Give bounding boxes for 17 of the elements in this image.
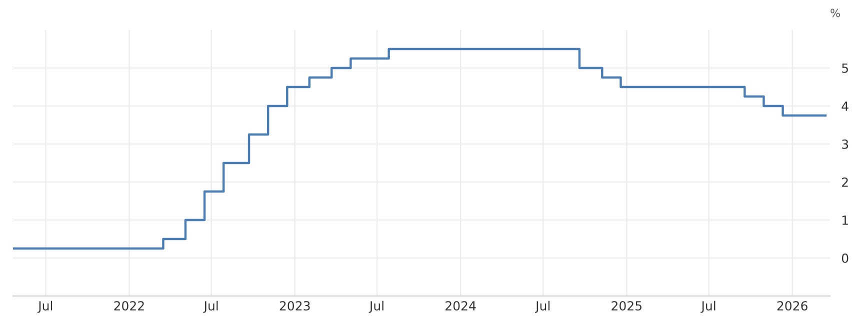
x-tick-label: 2024: [446, 301, 476, 311]
x-tick-label: Jul: [700, 300, 716, 313]
y-tick-label: 2: [842, 177, 848, 187]
x-tick-label: Jul: [203, 300, 218, 313]
y-tick-label: 5: [842, 64, 848, 73]
x-tick-label: 2023: [280, 301, 310, 311]
x-tick-label: Jul: [37, 300, 52, 313]
y-tick-label: 0: [842, 253, 848, 263]
x-tick-label: Jul: [368, 300, 384, 313]
y-tick-label: 1: [842, 216, 848, 225]
x-tick-label: 2026: [777, 301, 808, 311]
x-tick-label: Jul: [534, 300, 550, 313]
x-tick-label: 2025: [612, 301, 642, 311]
y-axis-title: %: [830, 8, 840, 18]
x-tick-label: 2022: [114, 301, 144, 311]
y-tick-label: 4: [842, 102, 848, 111]
y-tick-label: 3: [842, 139, 848, 149]
